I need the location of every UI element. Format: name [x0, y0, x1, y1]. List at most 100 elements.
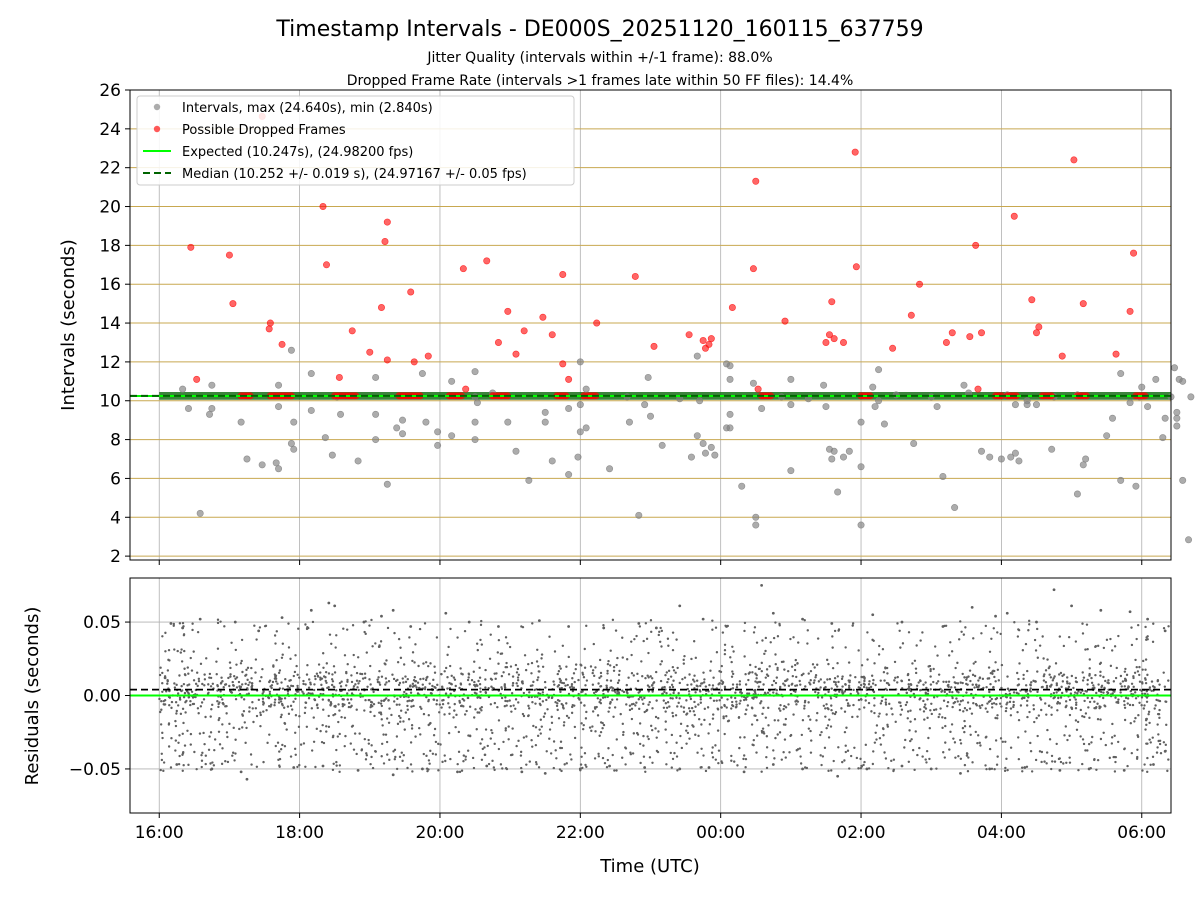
residual-point: [947, 680, 951, 683]
interval-point: [393, 424, 401, 432]
residual-point: [1092, 684, 1095, 687]
residual-point: [1135, 637, 1138, 641]
residual-point: [875, 738, 878, 741]
residual-point: [943, 756, 946, 759]
residual-point: [800, 673, 804, 677]
top-y-tick-label: 20: [99, 198, 121, 218]
residual-point: [289, 678, 292, 682]
residual-point: [635, 701, 638, 704]
residual-point: [992, 627, 995, 630]
residual-point: [749, 663, 752, 667]
residual-point: [860, 675, 863, 679]
residual-point: [446, 687, 449, 690]
chart-title: Timestamp Intervals - DE000S_20251120_16…: [275, 17, 923, 42]
residual-point: [796, 748, 800, 751]
residual-point: [598, 676, 601, 680]
residual-point: [1053, 760, 1057, 763]
residual-point: [1085, 690, 1088, 693]
residual-point: [585, 710, 588, 714]
residual-point: [555, 757, 558, 760]
residual-point: [448, 706, 451, 709]
residual-point: [322, 708, 325, 711]
residual-point: [317, 663, 321, 666]
residual-point: [755, 674, 758, 677]
residual-point: [755, 751, 758, 754]
residual-point: [1017, 757, 1021, 761]
residual-point: [558, 768, 562, 771]
residual-point: [1134, 716, 1137, 720]
residual-point: [670, 683, 674, 687]
residual-point: [384, 677, 388, 680]
interval-point: [820, 381, 828, 389]
residual-point: [607, 747, 610, 750]
residual-point: [212, 764, 216, 767]
dropped-frame-point: [494, 338, 502, 346]
residual-point: [363, 630, 366, 634]
residual-point: [525, 735, 528, 738]
residual-point: [216, 618, 220, 621]
dropped-frame-point: [265, 325, 273, 333]
residual-point: [592, 691, 596, 695]
residual-point: [816, 637, 820, 640]
residual-point: [516, 684, 519, 688]
residual-point: [304, 706, 307, 709]
residual-point: [685, 729, 688, 732]
residual-point: [1123, 706, 1127, 710]
residual-point: [567, 716, 571, 719]
interval-point: [939, 472, 947, 480]
residual-point: [664, 710, 667, 713]
residual-point: [900, 764, 904, 768]
residual-point: [955, 690, 959, 693]
residual-point: [504, 699, 507, 703]
residual-point: [295, 664, 298, 668]
residual-point: [1134, 658, 1137, 662]
residual-point: [274, 680, 278, 683]
residual-point: [1094, 645, 1098, 648]
residual-point: [925, 686, 928, 690]
residual-point: [372, 690, 375, 694]
residual-point: [349, 742, 352, 745]
residual-point: [1117, 634, 1120, 638]
residual-point: [1158, 742, 1162, 746]
residual-point: [1043, 760, 1046, 763]
interval-point: [749, 379, 757, 387]
residual-point: [591, 671, 594, 675]
residual-point: [1141, 668, 1144, 671]
residual-point: [199, 705, 203, 708]
residual-point: [207, 748, 211, 751]
residual-point: [831, 712, 835, 715]
residual-point: [325, 725, 328, 728]
residual-point: [907, 760, 911, 763]
dropped-frame-point: [225, 251, 233, 259]
residual-point: [961, 699, 964, 702]
residual-point: [321, 723, 324, 727]
residual-point: [803, 701, 807, 704]
residual-point: [950, 723, 954, 726]
residual-point: [1102, 691, 1105, 694]
residual-point: [857, 698, 861, 702]
residual-point: [1070, 674, 1074, 678]
dropped-frame-point: [948, 329, 956, 337]
residual-point: [473, 716, 476, 719]
residual-point: [534, 743, 538, 747]
interval-point: [625, 418, 633, 426]
residual-point: [474, 708, 477, 711]
residual-point: [556, 708, 559, 712]
residual-point: [1008, 700, 1012, 704]
dropped-frame-point: [752, 177, 760, 185]
residual-point: [387, 698, 390, 702]
residual-point: [1140, 704, 1143, 707]
residual-point: [1044, 681, 1048, 684]
residual-point: [187, 691, 190, 694]
residual-point: [558, 699, 561, 703]
residual-point: [362, 620, 366, 624]
dropped-frame-point: [565, 375, 573, 383]
residual-point: [929, 688, 932, 691]
residual-point: [561, 644, 565, 647]
residual-point: [468, 705, 472, 708]
residual-point: [766, 691, 770, 694]
residual-point: [1076, 692, 1079, 695]
residual-point: [905, 701, 909, 704]
residual-point: [764, 649, 767, 653]
residual-point: [376, 678, 379, 681]
